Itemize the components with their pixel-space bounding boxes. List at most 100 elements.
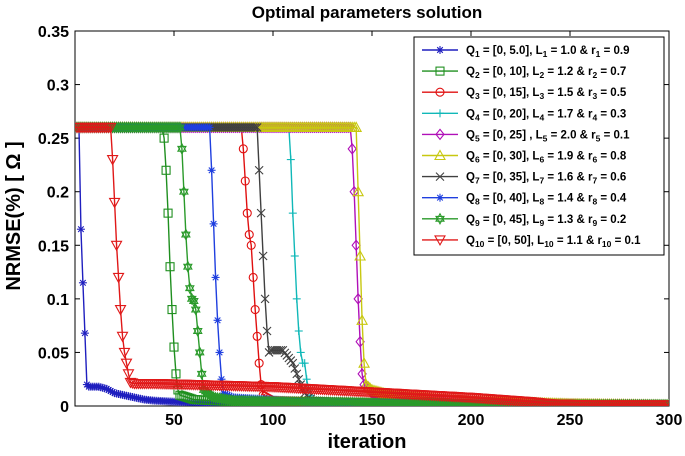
legend-entry: Q10 = [0, 50], L10 = 1.1 & r10 = 0.1 [422,235,641,249]
data-point [246,240,256,250]
legend-subscript: 10 [544,239,554,249]
legend-label: Q3 = [0, 15], L3 = 1.5 & r3 = 0.5 [466,87,627,101]
legend-text: Q [466,45,475,57]
data-point [161,165,171,175]
legend-text: Q [466,108,475,120]
legend-subscript: 5 [596,133,601,143]
plot-area: 50 100 150 200 250 300 0 0.05 0.1 0.15 0.2 0.25 0.3 0… [38,24,683,429]
legend-text: = [0, 35], L [480,172,540,184]
legend-label: Q5 = [0, 25] , L5 = 2.0 & r5 = 0.1 [466,129,630,143]
x-tick-label: 250 [557,412,584,429]
data-point [274,345,284,355]
data-point [352,185,365,197]
legend-text: = [0, 45], L [480,214,540,226]
data-point [248,272,258,282]
legend-text: = 1.6 & r [544,172,593,184]
data-point [188,294,199,308]
legend-label: Q10 = [0, 50], L10 = 1.1 & r10 = 0.1 [466,235,641,249]
data-point [252,331,262,341]
legend-text: = [0, 50], L [484,235,544,247]
data-point [256,208,266,218]
legend-text: = 1.2 & r [544,66,593,78]
data-point [213,316,222,325]
legend-text: = 0.1 [600,129,630,141]
legend-subscript: 9 [475,218,480,228]
data-point [108,197,121,209]
legend-marker [434,149,446,161]
data-point [240,176,250,186]
legend-subscript: 8 [539,197,544,207]
data-point [258,251,268,261]
y-tick-label: 0.2 [47,185,69,202]
y-tick-label: 0.1 [47,292,69,309]
legend-marker [435,172,445,181]
legend-marker [434,235,446,247]
legend-subscript: 4 [475,112,480,122]
legend-text: = 2.0 & r [547,129,596,141]
legend-text: = [0, 40], L [480,193,540,205]
data-point [180,228,191,241]
legend-text: = 0.8 [597,151,627,163]
data-point [663,400,669,406]
data-point [260,294,270,304]
data-point [215,348,224,357]
data-point [182,260,193,273]
data-point [262,326,272,336]
legend-entry: Q6 = [0, 30], L6 = 1.9 & r6 = 0.8 [422,149,627,165]
data-point [120,358,133,370]
data-point [118,347,131,359]
data-point [288,358,298,368]
data-point [286,155,295,164]
data-point [76,225,85,234]
data-point [294,374,304,384]
legend-subscript: 8 [475,197,480,207]
data-point [292,369,302,379]
data-point [104,122,117,134]
data-point [244,230,254,240]
legend-marker [436,109,444,118]
legend-subscript: 5 [475,133,480,143]
x-tick-label: 200 [458,412,485,429]
data-point [252,123,262,132]
data-point [290,364,300,373]
legend-subscript: 10 [475,239,485,249]
data-point [196,367,207,381]
legend-subscript: 6 [475,155,480,165]
legend-label: Q2 = [0, 10], L2 = 1.2 & r2 = 0.7 [466,66,626,80]
y-tick-label: 0.3 [47,78,69,95]
data-point [169,342,179,352]
data-point [211,273,220,282]
data-point [194,346,205,359]
legend-subscript: 6 [592,155,597,165]
data-point [347,142,357,155]
data-point [116,331,129,343]
legend-subscript: 3 [539,91,544,101]
legend-text: = 1.1 & r [554,235,603,247]
legend-marker [435,66,445,76]
data-point [250,123,260,132]
data-point [292,294,301,303]
legend-marker [435,87,445,97]
data-point [114,305,127,316]
legend-subscript: 7 [539,176,544,186]
data-point [248,123,258,132]
legend-text: = [0, 10], L [480,66,540,78]
data-point [175,121,185,134]
data-point [238,144,248,154]
data-point [205,123,214,132]
data-point [358,357,371,368]
legend-subscript: 1 [543,49,548,59]
legend-label: Q6 = [0, 30], L6 = 1.9 & r6 = 0.8 [466,151,627,165]
data-point [294,327,303,335]
data-point [300,359,309,368]
data-point [80,329,89,338]
legend-text: = 0.7 [597,66,626,78]
legend-subscript: 6 [539,155,544,165]
legend-subscript: 9 [592,218,597,228]
legend-text: = [0, 30], L [480,151,540,163]
data-point [288,209,297,218]
legend-text: Q [466,151,475,163]
legend-text: = [0, 5.0], L [480,45,543,57]
